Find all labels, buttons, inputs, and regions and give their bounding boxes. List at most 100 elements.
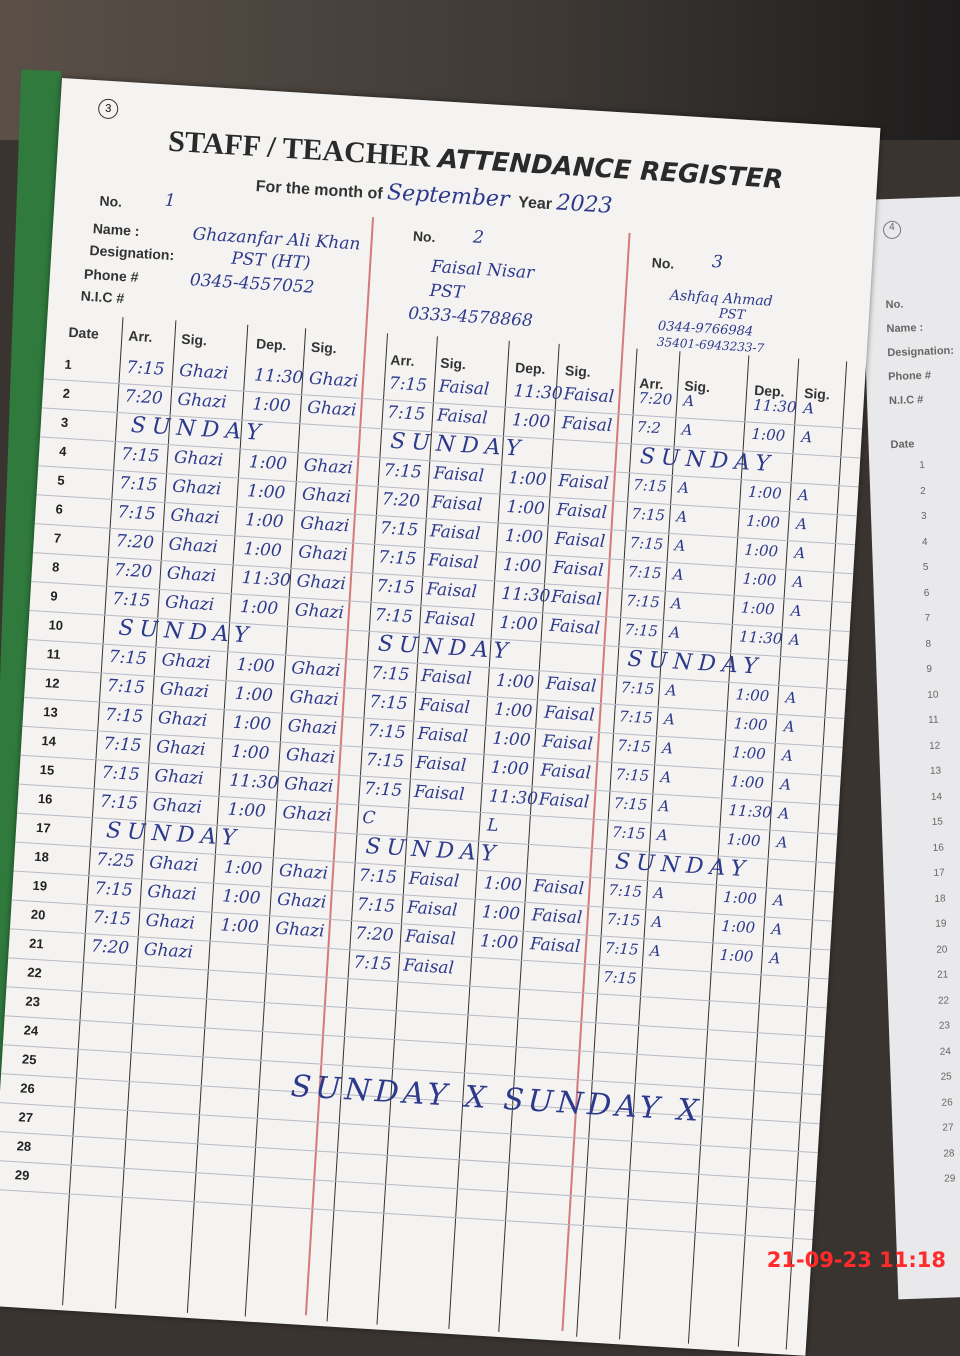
teacher2-arrival: 7:15 xyxy=(370,663,410,686)
teacher2-signature: Faisal xyxy=(424,608,476,632)
teacher2-arrival: 7:15 xyxy=(388,373,428,396)
right-page-date: 21 xyxy=(936,969,949,981)
teacher2-signature: Faisal xyxy=(413,781,466,805)
teacher1-signature: Ghazi xyxy=(306,397,357,421)
teacher1-departure: 11:30 xyxy=(228,770,279,794)
teacher2-phone: 0333-4578868 xyxy=(407,303,534,332)
date-number: 9 xyxy=(49,588,59,604)
teacher3-departure: 1:00 xyxy=(735,685,770,706)
teacher3-arrival: 7:15 xyxy=(629,533,664,554)
right-page-date: 6 xyxy=(923,587,930,599)
teacher1-signature: Ghazi xyxy=(294,600,345,624)
teacher2-departure: 11:30 xyxy=(500,583,551,607)
teacher1-signature: Ghazi xyxy=(283,773,334,797)
teacher1-signature: Ghazi xyxy=(278,860,329,884)
right-page-date: 23 xyxy=(938,1020,951,1032)
teacher3-arrival: 7:2 xyxy=(636,417,662,438)
right-page-date: 8 xyxy=(925,638,932,650)
teacher3-signature: A xyxy=(792,572,804,592)
title-part1: STAFF / TEACHER xyxy=(167,124,432,174)
teacher3-signature: A xyxy=(675,507,688,526)
teacher3-arrival: 7:15 xyxy=(614,765,650,786)
right-page-label: No. xyxy=(885,298,904,312)
teacher2-departure: 1:00 xyxy=(504,525,544,549)
date-number: 16 xyxy=(37,790,53,807)
year-value: 2023 xyxy=(555,190,614,219)
teacher2-arrival: 7:15 xyxy=(367,720,407,744)
no-label: No. xyxy=(99,192,123,210)
teacher3-arrival: 7:20 xyxy=(638,388,673,409)
date-number: 25 xyxy=(21,1051,37,1068)
teacher2-signature: Faisal xyxy=(561,413,613,437)
teacher3-signature: A xyxy=(677,478,690,498)
teacher2-arrival: 7:15 xyxy=(363,778,403,802)
teacher2-arrival: 7:15 xyxy=(365,749,405,773)
teacher2-departure: 1:00 xyxy=(483,873,523,896)
right-page-date: 1 xyxy=(919,459,926,472)
teacher1-departure: 1:00 xyxy=(230,741,270,764)
teacher3-signature: A xyxy=(652,883,665,903)
right-page-date: 7 xyxy=(924,612,931,624)
right-page-date: 13 xyxy=(929,765,942,777)
teacher3-arrival: 7:15 xyxy=(604,938,640,959)
teacher3-signature: A xyxy=(659,767,672,787)
teacher3-departure: 1:00 xyxy=(720,916,756,937)
phone-label: Phone # xyxy=(83,265,139,286)
teacher3-arrival: 7:15 xyxy=(602,967,638,988)
teacher2-arrival: 7:15 xyxy=(374,605,414,628)
date-number: 13 xyxy=(42,704,59,720)
right-page-date: 28 xyxy=(943,1147,955,1160)
teacher3-signature: A xyxy=(772,890,785,910)
right-page-date: 11 xyxy=(928,714,939,726)
teacher1-signature: Ghazi xyxy=(153,765,205,789)
right-page-label: Date xyxy=(890,438,915,452)
date-number: 18 xyxy=(33,848,50,865)
teacher2-name: Faisal Nisar xyxy=(430,256,535,284)
teacher1-arrival: 7:20 xyxy=(113,560,153,583)
camera-timestamp: 21-09-23 11:18 xyxy=(766,1248,946,1272)
date-number: 27 xyxy=(18,1109,34,1126)
teacher1-signature: Ghazi xyxy=(157,708,208,732)
teacher1-signature: Ghazi xyxy=(285,744,336,768)
teacher2-departure: 1:00 xyxy=(493,699,533,722)
teacher1-arrival: 7:20 xyxy=(124,386,164,409)
teacher3-arrival: 7:15 xyxy=(620,678,656,699)
teacher3-arrival: 7:15 xyxy=(627,562,663,583)
teacher1-signature: Ghazi xyxy=(171,476,222,500)
teacher1-signature: Ghazi xyxy=(297,542,349,566)
teacher1-signature: Ghazi xyxy=(148,852,199,876)
teacher1-arrival: 7:15 xyxy=(104,704,144,728)
teacher1-signature: Ghazi xyxy=(290,658,341,682)
teacher3-signature: A xyxy=(784,688,797,707)
teacher1-designation: PST (HT) xyxy=(230,248,312,274)
teacher3-signature: A xyxy=(776,833,789,852)
teacher3-signature: A xyxy=(663,709,676,729)
teacher2-signature: Faisal xyxy=(532,876,585,900)
teacher2-arrival: 7:15 xyxy=(368,691,409,715)
teacher2-no: 2 xyxy=(472,227,485,249)
right-page-label: Phone # xyxy=(887,369,932,384)
header-arr: Arr. xyxy=(127,327,153,345)
teacher1-arrival: 7:15 xyxy=(93,878,134,901)
teacher1-signature: Ghazi xyxy=(287,716,338,739)
teacher3-signature: A xyxy=(670,594,683,613)
teacher2-arrival: 7:20 xyxy=(381,489,421,512)
teacher2-arrival: 7:15 xyxy=(352,952,393,975)
teacher1-signature: Ghazi xyxy=(155,737,206,760)
teacher1-signature: Ghazi xyxy=(281,802,333,826)
teacher3-departure: 1:00 xyxy=(726,830,761,851)
teacher1-name: Ghazanfar Ali Khan xyxy=(192,224,361,255)
date-number: 11 xyxy=(46,646,62,662)
teacher1-arrival: 7:15 xyxy=(125,357,166,380)
teacher3-signature: A xyxy=(797,485,810,505)
date-number: 4 xyxy=(58,443,67,459)
teacher1-departure: 1:00 xyxy=(239,596,279,620)
teacher1-phone: 0345-4557052 xyxy=(189,270,316,298)
teacher3-signature: A xyxy=(769,948,781,968)
teacher3-signature: A xyxy=(800,427,813,447)
teacher2-signature: Faisal xyxy=(408,868,460,892)
teacher3-arrival: 7:15 xyxy=(625,591,661,612)
teacher3-departure: 1:00 xyxy=(722,887,758,908)
right-page-date: 2 xyxy=(920,485,926,497)
date-number: 19 xyxy=(32,877,48,894)
